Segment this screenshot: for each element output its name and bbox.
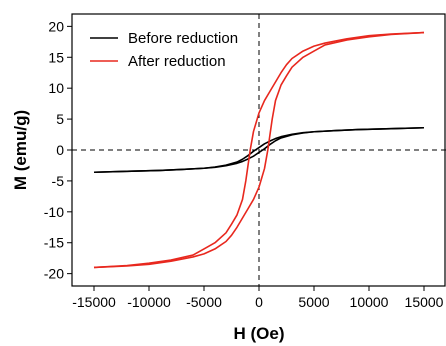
y-tick-label: -15: [44, 235, 64, 251]
series-layer: [93, 31, 425, 269]
y-tick-label: -10: [44, 204, 64, 220]
y-tick-label: 0: [56, 142, 64, 158]
x-axis-ticks: -15000 -10000 -5000 0 5000 10000 15000: [72, 286, 444, 310]
x-tick-label: 5000: [298, 294, 329, 310]
reference-lines: [72, 14, 446, 286]
x-tick-label: 10000: [350, 294, 389, 310]
series-2-branch-1-line: [93, 31, 425, 269]
series-1-branch-2-line: [93, 126, 425, 174]
y-axis-ticks: -20 -15 -10 -5 0 5 10 15 20: [44, 18, 72, 282]
x-tick-label: 0: [255, 294, 263, 310]
y-tick-label: 15: [48, 49, 64, 65]
y-tick-label: -5: [52, 173, 65, 189]
x-tick-label: -10000: [127, 294, 171, 310]
x-tick-label: -5000: [186, 294, 222, 310]
legend-label: After reduction: [128, 53, 226, 70]
y-tick-label: 10: [48, 80, 64, 96]
y-tick-label: 5: [56, 111, 64, 127]
y-tick-label: -20: [44, 266, 64, 282]
legend: Before reduction After reduction: [90, 30, 238, 70]
x-tick-label: -15000: [72, 294, 116, 310]
series-2-branch-2-line: [93, 31, 425, 269]
y-tick-label: 20: [48, 18, 64, 34]
x-axis-title: H (Oe): [234, 324, 285, 343]
legend-label: Before reduction: [128, 30, 238, 47]
x-tick-label: 15000: [405, 294, 444, 310]
y-axis-title: M (emu/g): [11, 110, 30, 190]
